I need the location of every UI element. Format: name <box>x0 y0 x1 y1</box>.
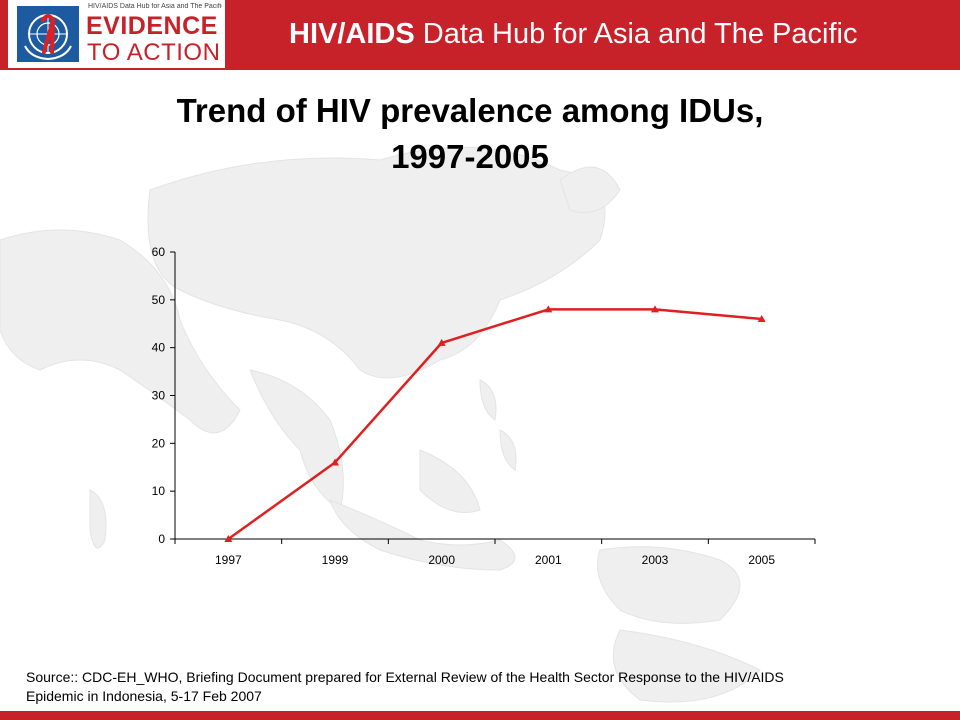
slide-title: Trend of HIV prevalence among IDUs, 1997… <box>60 88 880 180</box>
slide-title-line-1: Trend of HIV prevalence among IDUs, <box>176 92 764 129</box>
data-point <box>757 314 766 322</box>
x-tick-label: 2000 <box>428 553 455 567</box>
logo-evidence-text: EVIDENCE <box>86 12 218 40</box>
data-point <box>544 305 553 313</box>
x-tick-label: 2005 <box>748 553 775 567</box>
evidence-to-action-logo: HIV/AIDS Data Hub for Asia and The Pacif… <box>8 0 225 68</box>
y-tick-label: 30 <box>152 389 166 403</box>
asia-pacific-map-background <box>0 146 761 703</box>
header-bar: HIV/AIDS Data Hub for Asia and The Pacif… <box>0 0 960 70</box>
x-tick-label: 2001 <box>535 553 562 567</box>
slide-title-line-2: 1997-2005 <box>391 138 549 175</box>
header-title-rest: Data Hub for Asia and The Pacific <box>414 18 858 50</box>
x-tick-label: 2003 <box>642 553 669 567</box>
data-point <box>651 305 659 313</box>
data-point <box>224 535 233 542</box>
x-tick-label: 1999 <box>322 553 349 567</box>
y-tick-label: 20 <box>152 436 166 450</box>
un-emblem-icon <box>17 6 79 62</box>
header-title-bold: HIV/AIDS <box>289 18 415 50</box>
data-point <box>437 338 446 346</box>
logo-tagline: HIV/AIDS Data Hub for Asia and The Pacif… <box>88 3 222 10</box>
footer-bar <box>0 711 960 720</box>
y-tick-label: 40 <box>152 341 166 355</box>
series-line <box>227 308 762 541</box>
y-tick-label: 10 <box>152 484 166 498</box>
source-line-1: Source:: CDC-EH_WHO, Briefing Document p… <box>26 669 784 685</box>
y-tick-label: 50 <box>152 293 166 307</box>
data-point <box>331 458 339 466</box>
y-tick-label: 0 <box>158 532 165 546</box>
source-line-2: Epidemic in Indonesia, 5-17 Feb 2007 <box>26 688 262 704</box>
header-title: HIV/AIDS Data Hub for Asia and The Pacif… <box>289 18 857 51</box>
source-citation: Source:: CDC-EH_WHO, Briefing Document p… <box>26 668 926 706</box>
logo-action-text: TO ACTION <box>87 39 221 66</box>
y-tick-label: 60 <box>152 245 166 259</box>
x-tick-label: 1997 <box>215 553 242 567</box>
